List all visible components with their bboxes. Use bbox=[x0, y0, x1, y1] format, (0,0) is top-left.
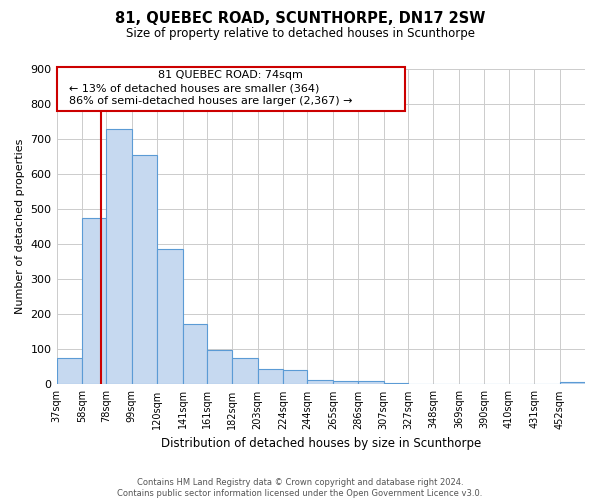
Bar bbox=[106, 128, 131, 384]
Bar bbox=[131, 155, 157, 384]
X-axis label: Distribution of detached houses by size in Scunthorpe: Distribution of detached houses by size … bbox=[161, 437, 481, 450]
Bar bbox=[157, 250, 182, 384]
Text: 81 QUEBEC ROAD: 74sqm: 81 QUEBEC ROAD: 74sqm bbox=[158, 70, 304, 81]
Text: Size of property relative to detached houses in Scunthorpe: Size of property relative to detached ho… bbox=[125, 28, 475, 40]
Text: Contains HM Land Registry data © Crown copyright and database right 2024.
Contai: Contains HM Land Registry data © Crown c… bbox=[118, 478, 482, 498]
Bar bbox=[358, 382, 384, 384]
Bar bbox=[333, 381, 358, 384]
Bar bbox=[56, 358, 82, 384]
Text: ← 13% of detached houses are smaller (364): ← 13% of detached houses are smaller (36… bbox=[68, 83, 319, 93]
Bar bbox=[82, 218, 106, 384]
Bar bbox=[307, 380, 333, 384]
Bar bbox=[258, 370, 283, 384]
Text: 86% of semi-detached houses are larger (2,367) →: 86% of semi-detached houses are larger (… bbox=[68, 96, 352, 106]
Bar bbox=[384, 382, 408, 384]
Bar bbox=[232, 358, 258, 384]
Bar bbox=[283, 370, 307, 384]
Y-axis label: Number of detached properties: Number of detached properties bbox=[15, 139, 25, 314]
Bar bbox=[560, 382, 585, 384]
Text: 81, QUEBEC ROAD, SCUNTHORPE, DN17 2SW: 81, QUEBEC ROAD, SCUNTHORPE, DN17 2SW bbox=[115, 11, 485, 26]
Bar bbox=[182, 324, 207, 384]
Bar bbox=[207, 350, 232, 384]
